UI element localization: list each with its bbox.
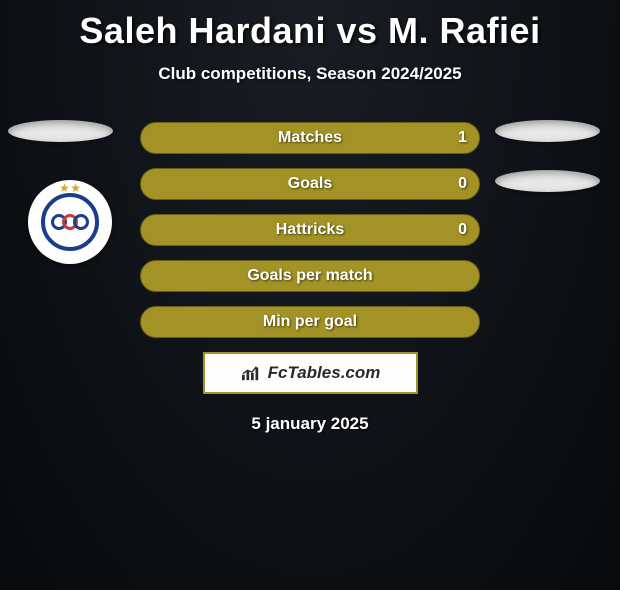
stat-label: Min per goal <box>263 313 357 331</box>
stat-row: Min per goal <box>0 306 620 338</box>
player-right-placeholder-2 <box>495 170 600 192</box>
club-rings-icon <box>51 214 89 230</box>
stat-bar-goals: Goals 0 <box>140 168 480 200</box>
club-badge: ★ ★ <box>28 180 112 264</box>
star-icon: ★ <box>59 181 70 195</box>
stats-area: ★ ★ Matches 1 Goals 0 Hattricks 0 <box>0 122 620 338</box>
stat-value-right: 0 <box>458 175 467 193</box>
date-label: 5 january 2025 <box>0 414 620 434</box>
star-icon: ★ <box>70 181 81 195</box>
chart-icon <box>240 364 262 382</box>
stat-label: Hattricks <box>276 221 344 239</box>
stat-label: Goals per match <box>247 267 372 285</box>
stat-bar-min-per-goal: Min per goal <box>140 306 480 338</box>
brand-link[interactable]: FcTables.com <box>203 352 418 394</box>
stat-bar-goals-per-match: Goals per match <box>140 260 480 292</box>
stat-label: Goals <box>288 175 332 193</box>
stat-bar-hattricks: Hattricks 0 <box>140 214 480 246</box>
player-right-placeholder-1 <box>495 120 600 142</box>
page-title: Saleh Hardani vs M. Rafiei <box>0 10 620 52</box>
player-left-placeholder <box>8 120 113 142</box>
stat-value-right: 0 <box>458 221 467 239</box>
page-subtitle: Club competitions, Season 2024/2025 <box>0 64 620 84</box>
stat-bar-matches: Matches 1 <box>140 122 480 154</box>
stat-label: Matches <box>278 129 342 147</box>
brand-text: FcTables.com <box>268 363 381 383</box>
stat-row: Goals per match <box>0 260 620 292</box>
stat-value-right: 1 <box>458 129 467 147</box>
